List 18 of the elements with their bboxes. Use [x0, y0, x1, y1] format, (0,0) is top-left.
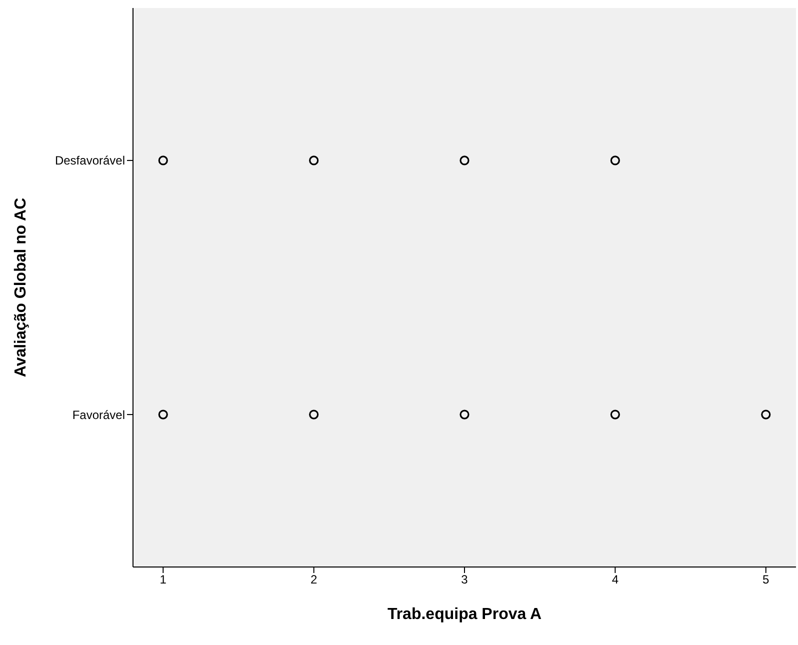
point [309, 410, 319, 420]
y-tick-label: Desfavorável [54, 154, 125, 168]
x-tick-label: 3 [461, 572, 468, 587]
point [460, 410, 470, 420]
point [158, 156, 168, 166]
x-tick-label: 1 [160, 572, 167, 587]
point [761, 410, 771, 420]
point [158, 410, 168, 420]
x-tick-label: 5 [762, 572, 770, 587]
x-axis-title: Trab.equipa Prova A [387, 606, 542, 623]
x-tick-label: 2 [310, 572, 318, 587]
point [460, 156, 470, 166]
x-tick-label: 4 [612, 572, 619, 587]
y-tick-label: Favorável [72, 408, 125, 422]
point [610, 410, 620, 420]
point [309, 156, 319, 166]
y-axis-title: Avaliação Global no AC [12, 197, 30, 378]
point [610, 156, 620, 166]
